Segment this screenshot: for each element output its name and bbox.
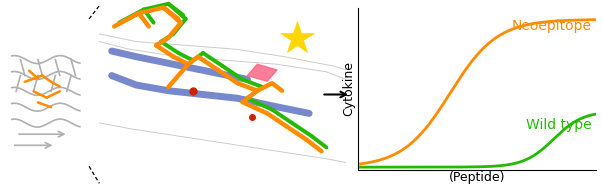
Y-axis label: Cytokine: Cytokine — [343, 61, 355, 116]
Text: Neoepitope: Neoepitope — [511, 19, 591, 33]
Polygon shape — [99, 34, 346, 79]
Text: Wild type: Wild type — [526, 118, 591, 132]
Polygon shape — [247, 64, 277, 81]
X-axis label: (Peptide): (Peptide) — [449, 171, 505, 184]
Polygon shape — [99, 123, 346, 174]
